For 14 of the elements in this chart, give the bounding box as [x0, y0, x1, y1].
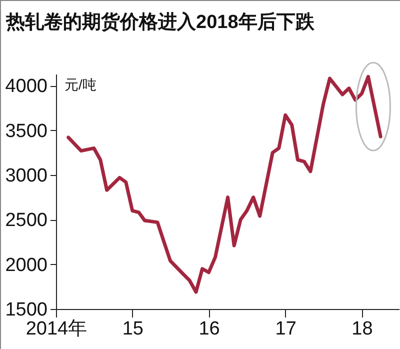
y-tick-label: 1500	[5, 300, 48, 320]
x-tick-label: 2014年	[26, 318, 88, 340]
line-series	[66, 74, 382, 294]
y-tick-label: 2500	[5, 210, 48, 232]
y-tick-label: 3000	[5, 165, 48, 186]
y-tick-label: 4000	[5, 76, 48, 98]
x-tick-label: 17	[275, 318, 296, 340]
x-tick-label: 18	[352, 318, 373, 340]
y-tick-label: 3500	[5, 120, 48, 142]
x-tick-label: 16	[198, 318, 220, 340]
y-axis-title: 元/吨	[64, 76, 96, 92]
x-tick-label: 15	[122, 318, 144, 340]
chart-title: 热轧卷的期货价格进入2018年后下跌	[5, 11, 316, 33]
y-tick-label: 2000	[5, 254, 48, 276]
